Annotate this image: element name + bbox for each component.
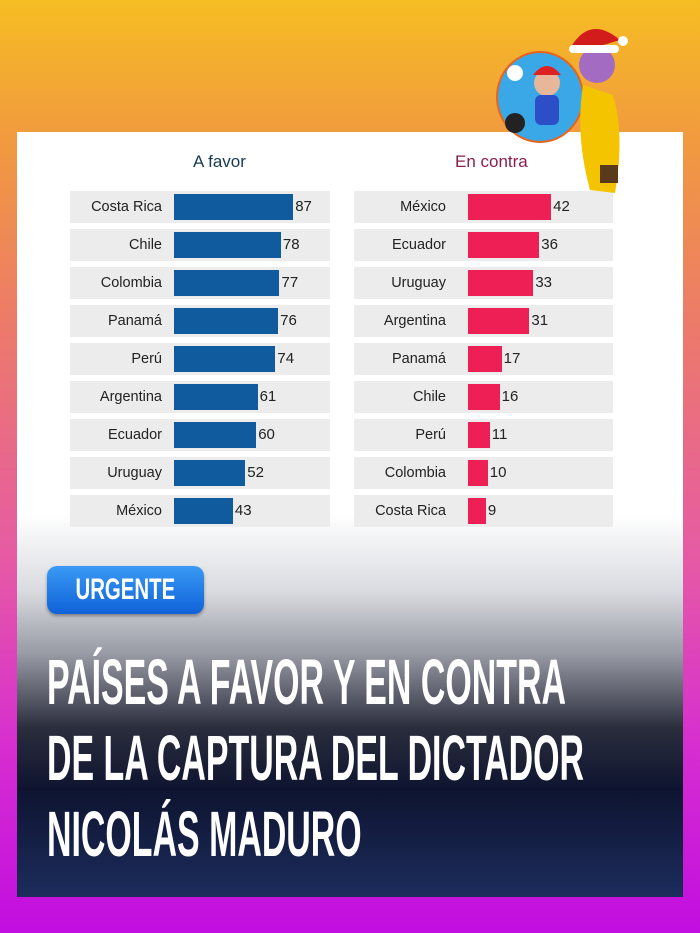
- data-label: 77: [281, 274, 299, 291]
- sticker-group: [496, 29, 628, 193]
- bar-favor: [174, 194, 294, 220]
- data-label: 10: [489, 464, 507, 481]
- category-label: Uruguay: [391, 275, 446, 291]
- data-label: 33: [535, 274, 553, 291]
- headline-line-3: NICOLÁS MADURO: [47, 798, 362, 870]
- category-label: Panamá: [107, 313, 162, 329]
- chart-title-en-contra: En contra: [455, 152, 528, 171]
- data-label: 61: [259, 388, 277, 405]
- data-label: 78: [282, 236, 300, 253]
- category-label: Costa Rica: [375, 503, 446, 519]
- bar-contra: [468, 308, 530, 334]
- bar-favor: [174, 308, 279, 334]
- category-label: Colombia: [384, 465, 446, 481]
- bar-contra: [468, 422, 490, 448]
- data-label: 11: [491, 426, 508, 443]
- data-label: 76: [280, 312, 297, 329]
- data-label: 52: [247, 464, 264, 481]
- data-label: 16: [501, 388, 519, 405]
- data-label: 9: [487, 502, 497, 519]
- category-label: Uruguay: [107, 465, 162, 481]
- bar-favor: [174, 270, 280, 296]
- category-label: Argentina: [99, 389, 162, 405]
- category-label: Colombia: [100, 275, 162, 291]
- santa-hat-figure-icon: [569, 29, 628, 193]
- data-label: 74: [277, 350, 295, 367]
- data-label: 87: [295, 198, 312, 215]
- category-label: Costa Rica: [91, 199, 162, 215]
- category-label: Chile: [412, 389, 446, 405]
- bar-contra: [468, 346, 502, 372]
- category-label: México: [400, 199, 446, 215]
- chart-title-a-favor: A favor: [193, 152, 246, 171]
- category-label: Perú: [415, 427, 446, 443]
- bar-contra: [468, 194, 552, 220]
- bar-contra: [468, 270, 534, 296]
- data-label: 36: [541, 236, 558, 253]
- category-label: Chile: [128, 237, 162, 253]
- bar-contra: [468, 460, 488, 486]
- data-label: 43: [234, 502, 252, 519]
- category-label: México: [116, 503, 162, 519]
- category-label: Ecuador: [107, 427, 162, 443]
- headline-line-1: PAÍSES A FAVOR Y EN CONTRA: [47, 646, 566, 718]
- bar-favor: [174, 460, 246, 486]
- category-label: Ecuador: [391, 237, 446, 253]
- category-label: Argentina: [383, 313, 446, 329]
- bar-favor: [174, 384, 258, 410]
- headline-line-2: DE LA CAPTURA DEL DICTADOR: [47, 722, 585, 794]
- data-label: 60: [258, 426, 275, 443]
- bar-favor: [174, 346, 276, 372]
- bar-favor: [174, 422, 257, 448]
- bar-contra: [468, 232, 540, 258]
- category-label: Panamá: [391, 351, 446, 367]
- bar-favor: [174, 498, 233, 524]
- category-label: Perú: [131, 351, 162, 367]
- urgent-badge: URGENTE: [47, 566, 204, 614]
- bar-contra: [468, 498, 486, 524]
- headline: PAÍSES A FAVOR Y EN CONTRA DE LA CAPTURA…: [47, 644, 700, 872]
- badge-label: URGENTE: [75, 573, 176, 606]
- chart-card: A favor En contra Costa Rica 87 Chile 78 Col…: [17, 132, 683, 897]
- bar-favor: [174, 232, 281, 258]
- data-label: 17: [503, 350, 521, 367]
- mario-caricature-icon: [496, 51, 584, 143]
- data-label: 42: [553, 198, 570, 215]
- bar-contra: [468, 384, 500, 410]
- data-label: 31: [531, 312, 549, 329]
